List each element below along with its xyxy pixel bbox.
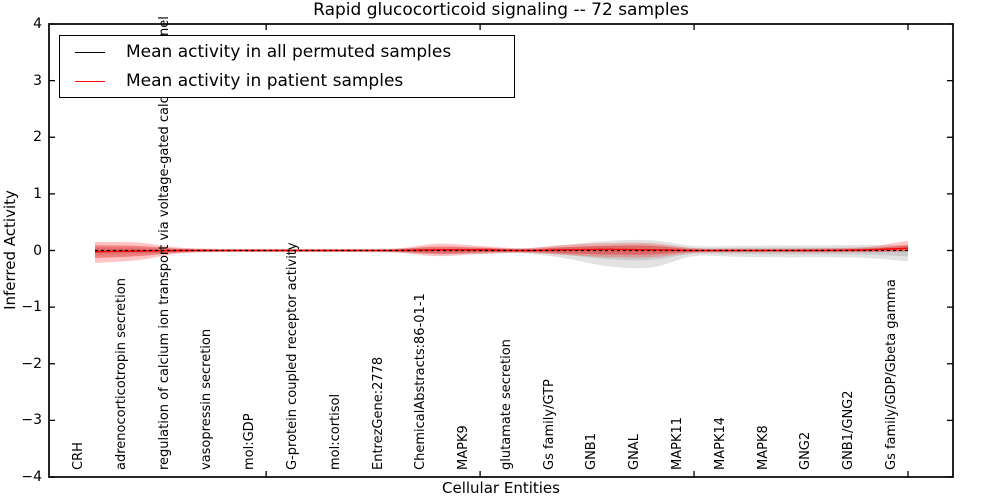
x-category-label: MAPK8: [755, 425, 771, 470]
legend-line-red-icon: [75, 80, 105, 82]
permuted-band-inner: [95, 244, 908, 261]
x-category-label: CRH: [71, 442, 86, 470]
patient-band-outer: [95, 240, 908, 263]
permuted-band-outer: [95, 239, 908, 269]
x-category-label: glutamate secretion: [498, 339, 514, 470]
y-tick-label: −2: [21, 355, 42, 372]
x-category-label: Gs family/GDP/Gbeta gamma: [884, 279, 899, 470]
legend-label-patient: Mean activity in patient samples: [126, 71, 404, 91]
legend: Mean activity in all permuted samples Me…: [59, 35, 515, 98]
legend-item-patient: Mean activity in patient samples: [60, 67, 514, 96]
x-category-label: MAPK14: [712, 416, 728, 470]
x-category-label: MAPK9: [456, 425, 472, 470]
x-category-label: GNAL: [627, 434, 643, 470]
x-category-label: ChemicalAbstracts:86-01-1: [413, 293, 429, 470]
y-tick-label: 1: [33, 185, 42, 202]
x-category-label: G-protein coupled receptor activity: [284, 242, 300, 470]
x-category-label: EntrezGene:2778: [370, 356, 386, 470]
x-category-label: mol:GDP: [242, 413, 258, 470]
x-category-label: GNB1: [584, 433, 600, 470]
legend-line-black-icon: [75, 51, 105, 53]
chart-title: Rapid glucocorticoid signaling -- 72 sam…: [313, 0, 689, 20]
x-category-label: mol:cortisol: [327, 393, 343, 470]
x-category-label: GNB1/GNG2: [841, 390, 857, 470]
x-category-label: adrenocorticotropin secretion: [113, 278, 129, 470]
patient-band-inner: [95, 244, 908, 258]
x-category-label: vasopressin secretion: [199, 328, 215, 470]
y-tick-label: −3: [21, 412, 42, 429]
y-tick-label: −4: [21, 469, 42, 485]
legend-label-permuted: Mean activity in all permuted samples: [126, 42, 452, 62]
y-axis-label: Inferred Activity: [1, 190, 19, 310]
x-category-label: MAPK11: [670, 416, 686, 470]
patient-mean-line: [94, 247, 909, 253]
y-tick-label: −1: [21, 299, 42, 316]
y-tick-label: 0: [33, 242, 42, 259]
y-tick-label: 3: [33, 72, 42, 89]
y-tick-label: 2: [33, 129, 42, 146]
legend-item-permuted: Mean activity in all permuted samples: [60, 38, 514, 67]
x-category-label: Gs family/GTP: [541, 379, 557, 470]
x-axis-label: Cellular Entities: [442, 479, 560, 497]
x-category-label: GNG2: [798, 431, 814, 470]
y-tick-label: 4: [33, 16, 42, 32]
